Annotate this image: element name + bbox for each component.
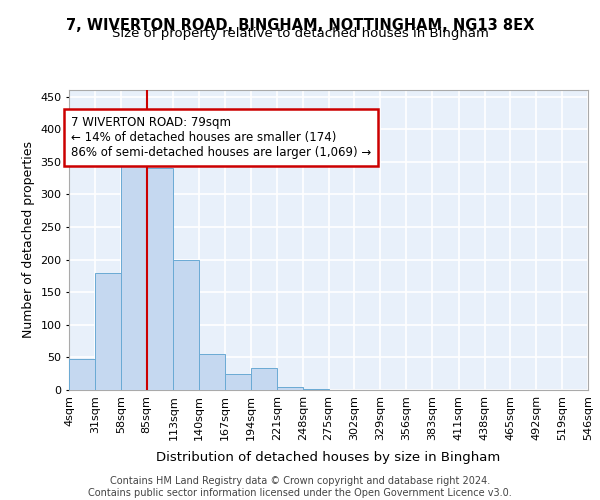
Bar: [95, 272, 121, 390]
Text: 7 WIVERTON ROAD: 79sqm
← 14% of detached houses are smaller (174)
86% of semi-de: 7 WIVERTON ROAD: 79sqm ← 14% of detached…: [71, 116, 371, 159]
Bar: [199, 354, 225, 390]
Bar: [146, 168, 173, 390]
Bar: [277, 386, 302, 390]
Text: Contains HM Land Registry data © Crown copyright and database right 2024.
Contai: Contains HM Land Registry data © Crown c…: [88, 476, 512, 498]
Bar: [225, 374, 251, 390]
Text: 7, WIVERTON ROAD, BINGHAM, NOTTINGHAM, NG13 8EX: 7, WIVERTON ROAD, BINGHAM, NOTTINGHAM, N…: [66, 18, 534, 32]
Bar: [251, 368, 277, 390]
Y-axis label: Number of detached properties: Number of detached properties: [22, 142, 35, 338]
Text: Size of property relative to detached houses in Bingham: Size of property relative to detached ho…: [112, 28, 488, 40]
Bar: [69, 360, 95, 390]
X-axis label: Distribution of detached houses by size in Bingham: Distribution of detached houses by size …: [157, 451, 500, 464]
Bar: [121, 150, 146, 390]
Bar: [173, 260, 199, 390]
